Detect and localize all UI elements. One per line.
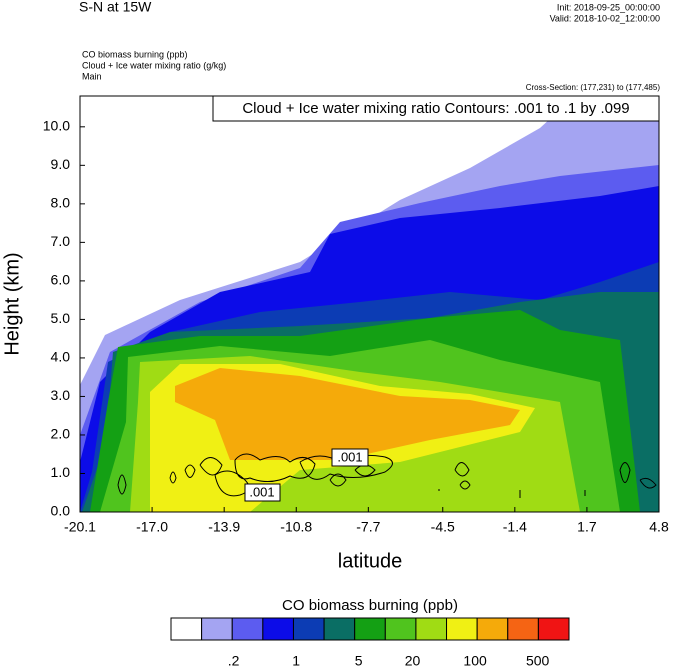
valid-time: Valid: 2018-10-02_12:00:00 bbox=[550, 13, 660, 23]
y-axis-label: Height (km) bbox=[1, 252, 23, 355]
colorbar-box bbox=[354, 617, 386, 641]
colorbar-box bbox=[201, 617, 233, 641]
x-axis-label: latitude bbox=[338, 550, 403, 572]
x-tick-label: -7.7 bbox=[356, 519, 380, 535]
x-tick-label: -1.4 bbox=[503, 519, 527, 535]
colorbar-box bbox=[292, 617, 325, 641]
y-tick-label: 0.0 bbox=[51, 503, 71, 519]
x-tick-label: -13.9 bbox=[208, 519, 240, 535]
contour-info-box bbox=[212, 95, 660, 122]
contour-label: .001 bbox=[337, 449, 362, 464]
colorbar-label: 100 bbox=[463, 653, 487, 668]
colorbar-label: 20 bbox=[405, 653, 421, 668]
y-tick-label: 6.0 bbox=[51, 272, 71, 288]
y-tick-label: 7.0 bbox=[51, 233, 71, 249]
colorbar-label: 5 bbox=[355, 653, 363, 668]
colorbar-box bbox=[170, 617, 203, 641]
colorbar-box bbox=[415, 617, 448, 641]
colorbar-box bbox=[262, 617, 294, 641]
y-tick-label: 4.0 bbox=[51, 349, 71, 365]
x-tick-label: 1.7 bbox=[577, 519, 597, 535]
x-tick-label: -10.8 bbox=[280, 519, 312, 535]
x-tick-label: -17.0 bbox=[136, 519, 168, 535]
colorbar-label: 1 bbox=[292, 653, 300, 668]
contour-info: Cloud + Ice water mixing ratio Contours:… bbox=[242, 100, 629, 117]
contour-fill bbox=[175, 368, 520, 460]
page-title: S-N at 15W bbox=[79, 0, 152, 15]
colorbar-box bbox=[507, 617, 539, 641]
field-label: CO biomass burning (ppb) bbox=[82, 49, 188, 59]
colorbar-box bbox=[323, 617, 356, 641]
init-time: Init: 2018-09-25_00:00:00 bbox=[557, 2, 660, 12]
y-tick-label: 2.0 bbox=[51, 426, 71, 442]
y-tick-label: 9.0 bbox=[51, 156, 71, 172]
colorbar-label: 500 bbox=[526, 653, 550, 668]
y-tick-label: 10.0 bbox=[43, 118, 70, 134]
contour-label: .001 bbox=[249, 484, 274, 499]
y-tick-label: 1.0 bbox=[51, 464, 71, 480]
y-tick-label: 8.0 bbox=[51, 195, 71, 211]
cross-section: Cross-Section: (177,231) to (177,485) bbox=[526, 83, 661, 92]
contour-label-box bbox=[331, 448, 369, 467]
colorbar-box bbox=[446, 617, 478, 641]
x-tick-label: -20.1 bbox=[64, 519, 96, 535]
colorbar-title: CO biomass burning (ppb) bbox=[282, 597, 458, 614]
contour-label-box bbox=[244, 483, 281, 502]
colorbar-box bbox=[231, 617, 264, 641]
colorbar-box bbox=[476, 617, 509, 641]
colorbar-box bbox=[537, 617, 570, 641]
y-tick-label: 5.0 bbox=[51, 310, 71, 326]
field-label: Cloud + Ice water mixing ratio (g/kg) bbox=[82, 60, 226, 70]
y-tick-label: 3.0 bbox=[51, 387, 71, 403]
field-label: Main bbox=[82, 71, 102, 81]
colorbar-box bbox=[384, 617, 417, 641]
colorbar-label: .2 bbox=[228, 653, 240, 668]
x-tick-label: -4.5 bbox=[431, 519, 455, 535]
x-tick-label: 4.8 bbox=[649, 519, 669, 535]
